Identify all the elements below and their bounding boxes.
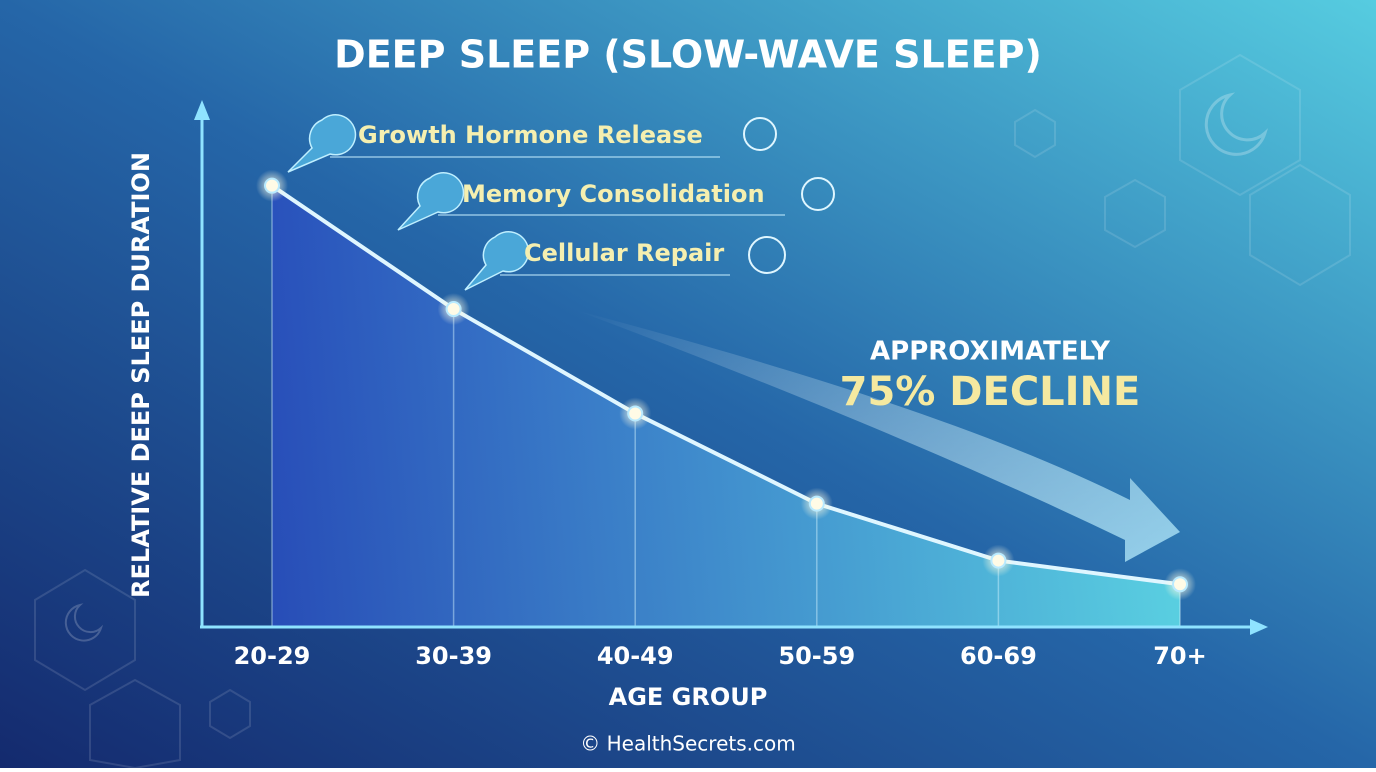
x-axis-label: AGE GROUP xyxy=(609,683,768,711)
x-tick-label: 60-69 xyxy=(960,642,1037,670)
y-axis-arrow xyxy=(194,100,210,120)
callout-text: 75% DECLINE xyxy=(840,369,1141,415)
x-tick-label: 30-39 xyxy=(415,642,492,670)
point xyxy=(627,405,644,422)
x-tick-label: 70+ xyxy=(1153,642,1207,670)
point xyxy=(808,495,825,512)
x-tick-label: 20-29 xyxy=(234,642,311,670)
chart-title: DEEP SLEEP (SLOW-WAVE SLEEP) xyxy=(334,33,1042,77)
annotation: Memory Consolidation xyxy=(462,180,765,208)
x-tick-label: 50-59 xyxy=(778,642,855,670)
area xyxy=(272,185,1180,627)
point xyxy=(990,552,1007,569)
annotation-callouts xyxy=(287,114,835,291)
point xyxy=(264,177,280,194)
callout-text: APPROXIMATELY xyxy=(870,337,1111,367)
decline-arrow xyxy=(575,310,1180,562)
annotation: Growth Hormone Release xyxy=(358,121,703,149)
x-tick-label: 40-49 xyxy=(597,642,674,670)
x-axis-arrow xyxy=(1250,619,1268,635)
annotation: Cellular Repair xyxy=(524,239,724,267)
point xyxy=(445,301,462,318)
point xyxy=(1172,576,1188,593)
source: © HealthSecrets.com xyxy=(580,732,795,756)
line xyxy=(270,184,1181,587)
y-axis-label: RELATIVE DEEP SLEEP DURATION xyxy=(127,152,155,598)
